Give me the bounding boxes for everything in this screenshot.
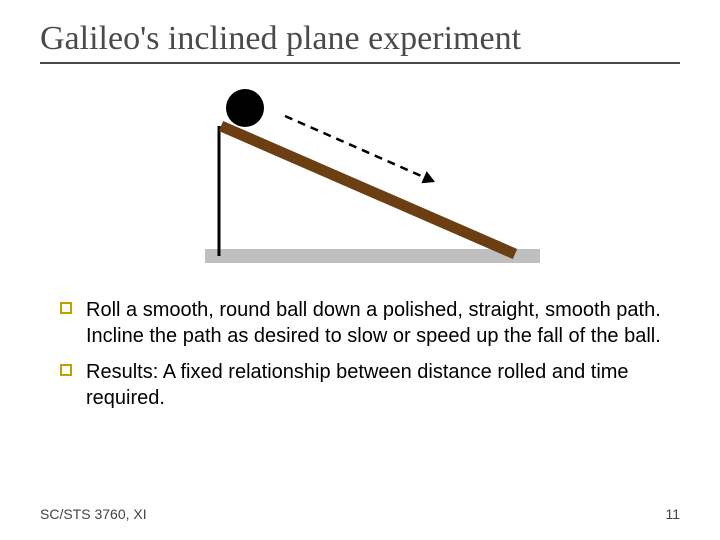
- inclined-plane-diagram: [175, 84, 545, 269]
- bullet-text: Roll a smooth, round ball down a polishe…: [86, 297, 670, 349]
- slide-title: Galileo's inclined plane experiment: [40, 20, 680, 58]
- footer-left: SC/STS 3760, XI: [40, 506, 147, 522]
- title-underline: [40, 62, 680, 64]
- bullet-marker-icon: [60, 302, 72, 314]
- bullet-item: Roll a smooth, round ball down a polishe…: [60, 297, 670, 349]
- bullet-list: Roll a smooth, round ball down a polishe…: [60, 297, 670, 411]
- slide: Galileo's inclined plane experiment Roll…: [0, 0, 720, 540]
- footer-page-number: 11: [665, 506, 680, 522]
- bullet-item: Results: A fixed relationship between di…: [60, 359, 670, 411]
- bullet-marker-icon: [60, 364, 72, 376]
- diagram-svg: [175, 84, 545, 269]
- bullet-text: Results: A fixed relationship between di…: [86, 359, 670, 411]
- slide-footer: SC/STS 3760, XI 11: [40, 506, 680, 522]
